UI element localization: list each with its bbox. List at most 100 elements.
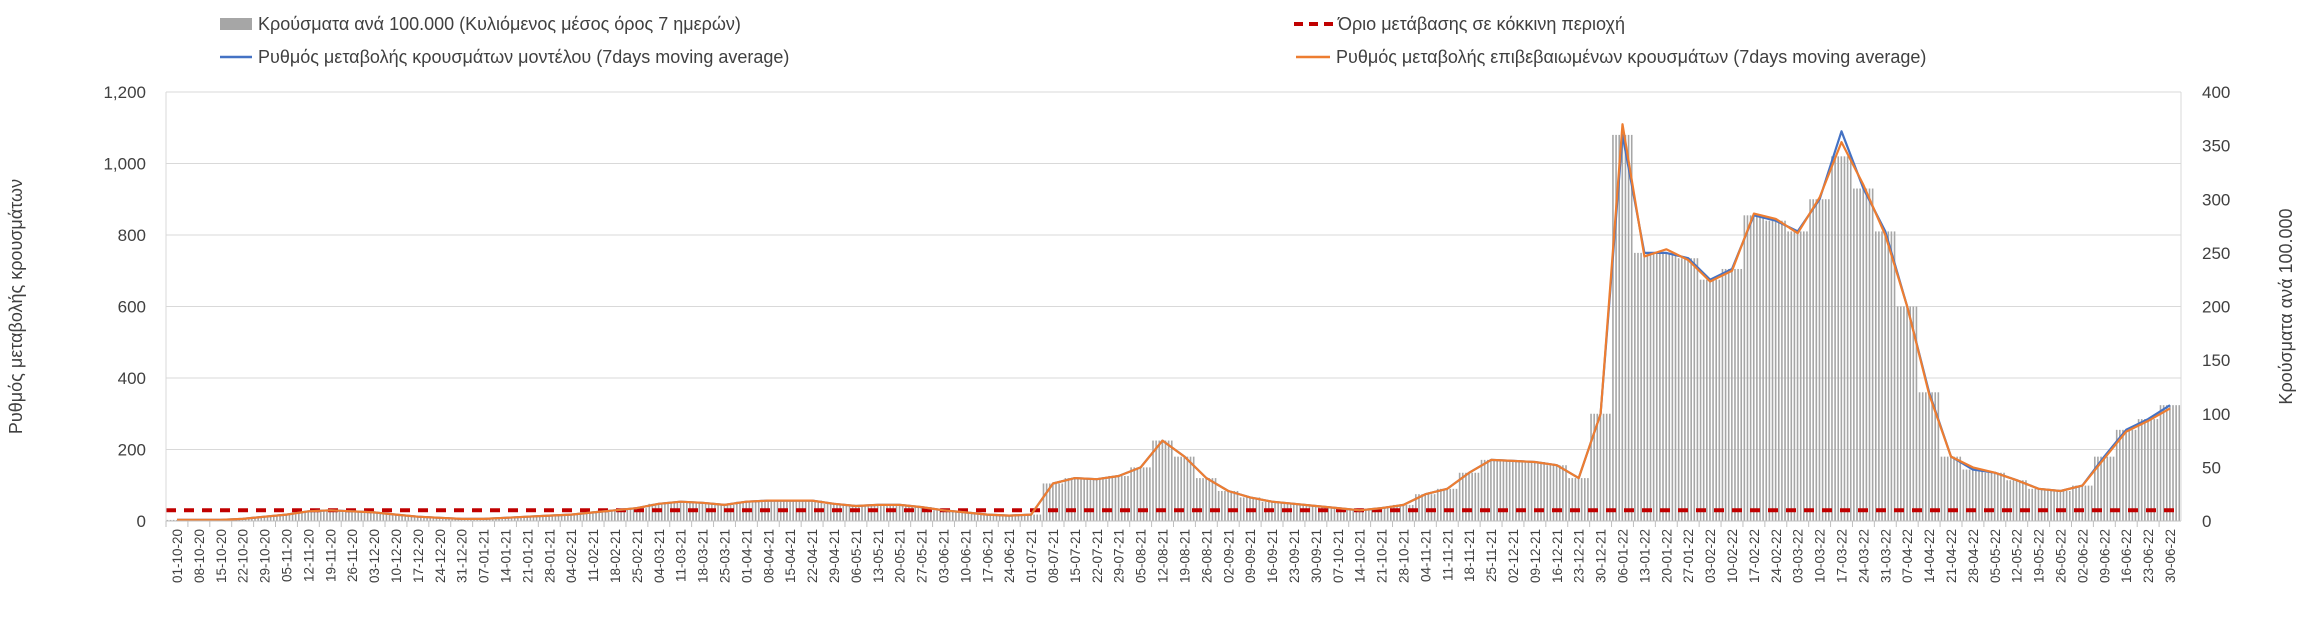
bar bbox=[604, 510, 626, 521]
bar-stripe bbox=[301, 511, 303, 521]
y-right-tick-label: 150 bbox=[2202, 351, 2230, 370]
bar-stripe bbox=[294, 514, 297, 521]
legend-label-bars: Κρούσματα ανά 100.000 (Κυλιόμενος μέσος … bbox=[258, 14, 741, 34]
bar bbox=[976, 514, 998, 521]
x-tick-label: 07-01-21 bbox=[477, 529, 492, 583]
bar-stripe bbox=[510, 517, 513, 521]
bar-stripe bbox=[1709, 279, 1711, 521]
bar-stripe bbox=[1962, 469, 1965, 521]
bar-stripe bbox=[1824, 199, 1827, 521]
bar-stripe bbox=[1199, 478, 1201, 521]
bar-stripe bbox=[1696, 258, 1699, 521]
bar-stripe bbox=[1217, 490, 1220, 521]
bar-stripe bbox=[920, 507, 923, 521]
bar bbox=[648, 503, 669, 521]
bar-stripe bbox=[1806, 231, 1808, 522]
bar-stripe bbox=[388, 514, 391, 521]
bar-stripe bbox=[1971, 469, 1974, 521]
bar-stripe bbox=[1912, 306, 1915, 521]
bar-stripe bbox=[1677, 258, 1680, 521]
bar bbox=[2159, 405, 2181, 521]
bar-stripe bbox=[1343, 508, 1345, 521]
bar-stripe bbox=[2006, 480, 2008, 521]
bar-stripe bbox=[736, 501, 738, 521]
bar-stripe bbox=[2165, 405, 2168, 521]
bar-stripe bbox=[1787, 231, 1789, 522]
bar-stripe bbox=[1762, 215, 1764, 521]
bar-stripe bbox=[955, 512, 957, 521]
bar-stripe bbox=[2169, 405, 2171, 521]
bar-stripe bbox=[1095, 479, 1098, 521]
bar-stripe bbox=[1768, 220, 1771, 521]
bar-stripe bbox=[1114, 475, 1117, 521]
bar-stripe bbox=[936, 510, 938, 521]
x-tick-label: 24-06-21 bbox=[1002, 529, 1017, 583]
bar bbox=[1787, 231, 1808, 522]
bar-stripe bbox=[1668, 252, 1671, 521]
bar-stripe bbox=[2140, 419, 2143, 521]
bar-stripe bbox=[660, 503, 663, 521]
bar-stripe bbox=[1027, 514, 1029, 521]
bar-stripe bbox=[319, 510, 322, 521]
bar-stripe bbox=[1580, 478, 1583, 521]
bar-stripe bbox=[1990, 472, 1993, 521]
grid bbox=[166, 91, 2181, 522]
bar-stripe bbox=[538, 515, 541, 521]
bar-stripe bbox=[435, 517, 438, 521]
bar-stripe bbox=[1490, 459, 1492, 521]
bar-stripe bbox=[698, 502, 701, 521]
bar-stripe bbox=[1568, 478, 1570, 521]
bar-stripe bbox=[854, 505, 857, 521]
x-tick-label: 20-05-21 bbox=[893, 529, 908, 583]
bar-stripe bbox=[614, 510, 616, 521]
bar-stripe bbox=[1239, 497, 1242, 521]
y-left-tick-label: 200 bbox=[118, 441, 146, 460]
bar bbox=[1677, 258, 1699, 521]
bar-stripe bbox=[1070, 478, 1073, 521]
bar-stripe bbox=[1458, 472, 1461, 521]
bar-stripe bbox=[876, 504, 879, 521]
bar-stripe bbox=[848, 505, 851, 521]
bar-stripe bbox=[1828, 199, 1830, 521]
bar-stripe bbox=[1402, 504, 1405, 521]
bar-stripe bbox=[776, 500, 779, 521]
bar-stripe bbox=[1208, 478, 1211, 521]
bar bbox=[2028, 488, 2049, 521]
x-tick-label: 04-03-21 bbox=[652, 529, 667, 583]
bar-stripe bbox=[1774, 220, 1777, 521]
x-tick-label: 30-12-21 bbox=[1594, 529, 1609, 583]
bar-stripe bbox=[770, 500, 773, 521]
bar bbox=[538, 515, 560, 521]
bar-stripe bbox=[382, 512, 385, 521]
bar-stripe bbox=[1634, 252, 1636, 521]
bar-stripe bbox=[1233, 490, 1236, 521]
bar-stripe bbox=[1189, 456, 1192, 521]
bar bbox=[1393, 504, 1414, 521]
bar-stripe bbox=[1940, 456, 1943, 521]
bar-stripe bbox=[1133, 467, 1136, 521]
bar-stripe bbox=[376, 512, 378, 521]
bar-stripe bbox=[1646, 252, 1649, 521]
bar-stripe bbox=[1230, 490, 1233, 521]
bar-stripe bbox=[1099, 479, 1101, 521]
bar-stripe bbox=[563, 514, 566, 521]
bar-stripe bbox=[304, 511, 306, 521]
bar-stripe bbox=[1061, 483, 1064, 521]
bar-stripe bbox=[1734, 268, 1736, 521]
bar-stripe bbox=[1499, 459, 1502, 521]
bar bbox=[2137, 419, 2159, 521]
bar-stripe bbox=[529, 516, 532, 521]
bar-stripe bbox=[454, 518, 457, 521]
bar-stripe bbox=[1771, 220, 1774, 521]
bar-stripe bbox=[1684, 258, 1686, 521]
bar-stripe bbox=[657, 503, 660, 521]
bar-stripe bbox=[1336, 508, 1339, 521]
bar-stripe bbox=[1915, 306, 1918, 521]
bar-stripe bbox=[1455, 488, 1458, 521]
x-tick-label: 19-11-20 bbox=[323, 529, 338, 582]
bar-stripe bbox=[282, 514, 284, 521]
bar-stripe bbox=[895, 504, 898, 521]
bar-stripe bbox=[1796, 231, 1799, 522]
bar bbox=[517, 516, 538, 521]
x-tick-label: 16-06-22 bbox=[2119, 529, 2134, 583]
